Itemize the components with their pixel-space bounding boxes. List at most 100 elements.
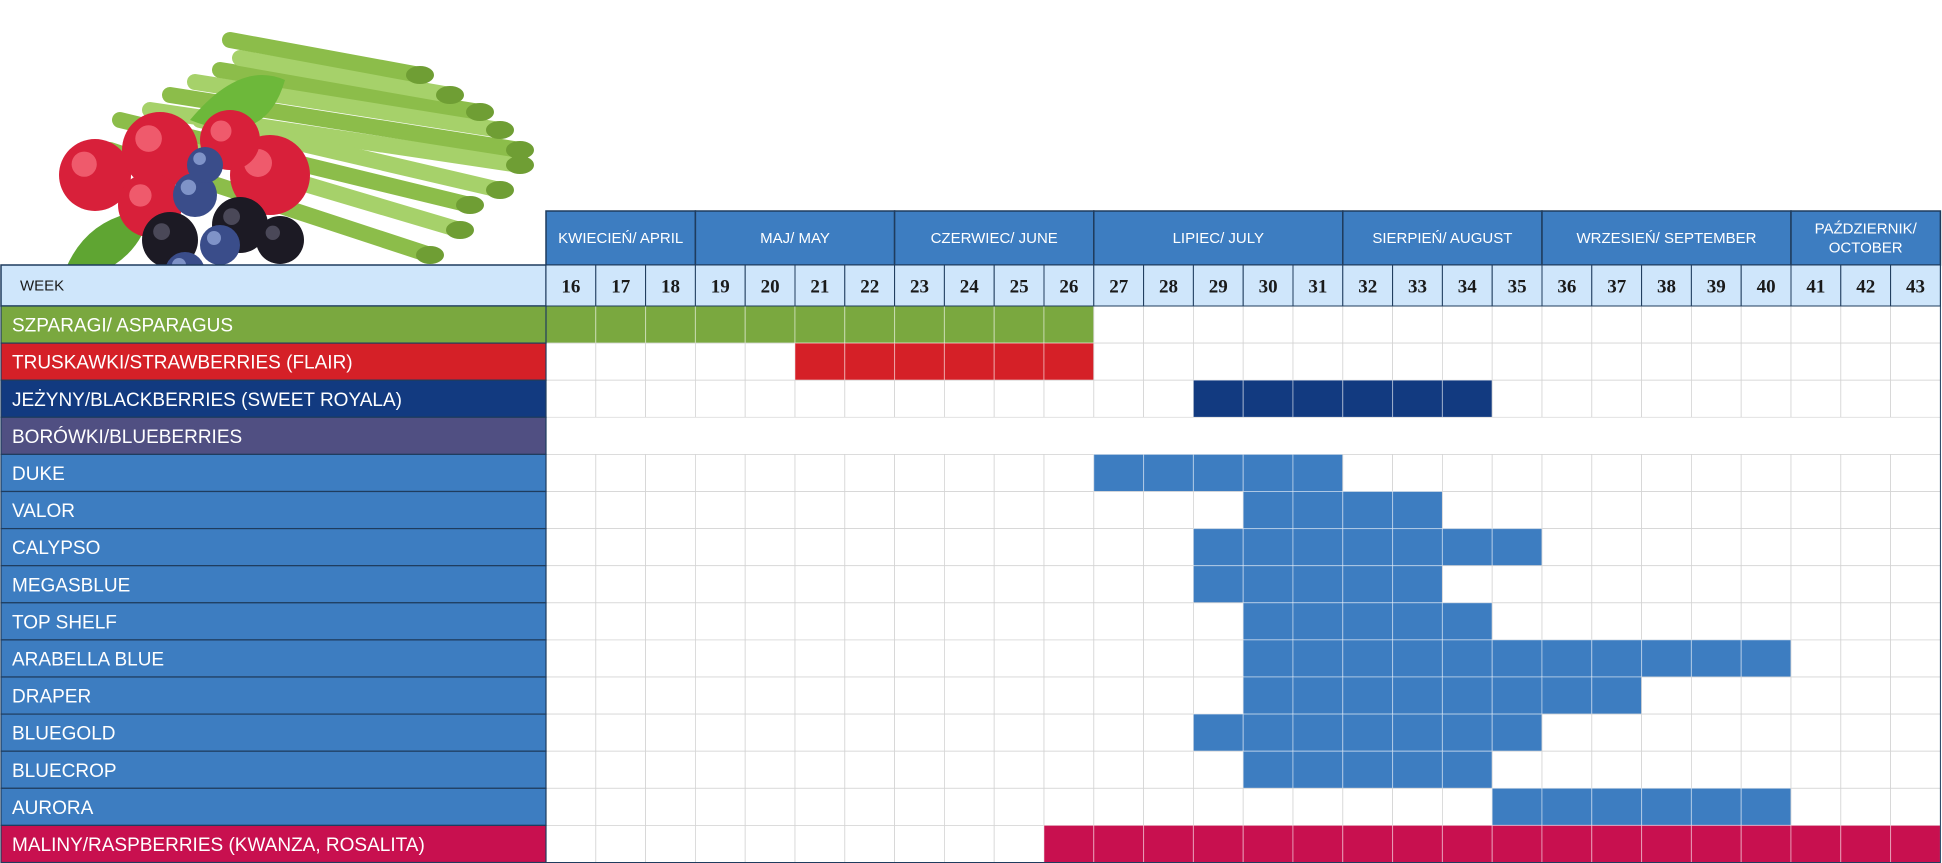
empty-cell [645,565,696,604]
asparagus-tip [416,246,444,264]
empty-cell [545,602,597,641]
harvest-cell [1043,342,1095,381]
harvest-cell [1342,565,1394,604]
empty-cell [1292,787,1344,826]
harvest-cell [844,342,896,381]
empty-cell [695,713,746,752]
empty-cell [545,453,597,492]
harvest-cell [1441,639,1493,678]
empty-cell [1691,342,1742,381]
raspberry-highlight [135,125,162,152]
empty-cell [695,750,746,789]
empty-cell [545,639,597,678]
empty-cell [894,379,945,418]
empty-cell [993,528,1045,567]
empty-cell [794,528,846,567]
empty-cell [894,565,945,604]
empty-cell [545,713,597,752]
row-label-cell [0,416,547,455]
empty-cell [1342,342,1394,381]
month-header-cell [1541,210,1792,266]
blackberry-highlight [153,223,171,241]
empty-cell [1790,342,1842,381]
harvest-cell [1192,713,1244,752]
harvest-cell [1192,824,1244,863]
empty-cell [844,825,895,863]
empty-cell [1143,787,1194,826]
empty-cell [1691,491,1742,529]
harvest-cell [1192,565,1244,604]
empty-cell [894,453,945,492]
empty-cell [1591,528,1643,567]
empty-cell [1143,639,1194,678]
empty-cell [1043,787,1095,826]
harvest-cell [1342,491,1394,530]
empty-cell [1740,565,1792,604]
asparagus-tip [506,156,534,174]
row-label: BLUEGOLD [12,724,115,745]
empty-cell [1691,305,1742,344]
empty-cell [1591,453,1643,492]
empty-cell [1740,491,1792,529]
empty-cell [645,676,696,715]
harvest-cell [1392,713,1443,752]
empty-cell [1541,491,1593,529]
empty-cell [1193,491,1244,529]
empty-cell [545,787,597,826]
empty-cell [645,787,696,826]
row-label: DUKE [12,464,65,485]
harvest-cell [1641,824,1692,863]
week-number-cell [645,264,696,307]
harvest-cell [1242,565,1294,604]
harvest-cell [1342,713,1394,752]
empty-cell [844,787,895,826]
empty-cell [1491,750,1543,789]
empty-cell [993,453,1045,492]
harvest-cell [1441,824,1493,863]
empty-cell [1591,491,1643,529]
produce-illustration [59,32,534,292]
empty-cell [1093,528,1145,567]
week-number: 42 [1856,277,1875,298]
empty-cell [1840,453,1892,492]
week-number-cell [1890,264,1941,307]
row-label-cell [0,602,547,641]
empty-cell [1840,713,1892,752]
harvest-cell [1292,639,1344,678]
empty-cell [794,787,846,826]
empty-cell [1641,676,1692,715]
empty-cell [1491,305,1543,344]
empty-cell [1143,528,1194,567]
empty-cell [1790,379,1842,418]
empty-cell [1541,602,1593,641]
empty-cell [1242,305,1294,344]
blueberry-highlight [207,231,221,245]
empty-cell [1591,305,1643,344]
row-label: DRAPER [12,687,91,708]
harvest-cell [794,305,846,344]
asparagus-tip [486,121,514,139]
harvest-cell [1690,787,1742,826]
empty-cell [695,639,746,678]
month-header-row: KWIECIEŃ/ APRIL MAJ/ MAY CZERWIEC/ JUNE LIP… [545,210,1942,266]
harvest-cell [1491,528,1543,567]
week-number-cell [993,264,1045,307]
empty-cell [1890,713,1941,752]
harvest-cell [1541,787,1593,826]
empty-cell [744,676,796,715]
week-number-cell [1740,264,1792,307]
harvest-cell [943,342,995,381]
empty-cell [1740,602,1792,641]
empty-cell [744,602,796,641]
empty-cell [1740,713,1792,752]
empty-cell [1790,528,1842,567]
empty-cell [944,639,995,678]
empty-cell [794,750,846,789]
empty-cell [1093,565,1145,604]
empty-cell [993,491,1045,529]
empty-cell [844,379,895,418]
empty-cell [595,379,646,418]
empty-cell [1840,305,1892,344]
empty-cell [744,565,796,604]
month-label: LIPIEC/ JULY [1173,230,1264,247]
